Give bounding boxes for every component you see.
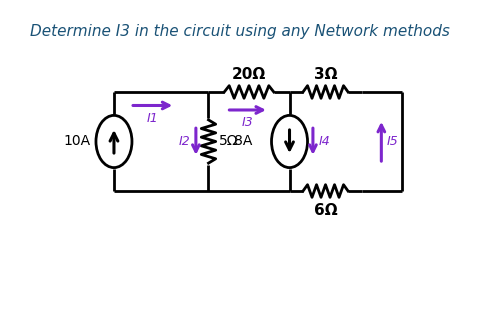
Text: I2: I2	[179, 135, 191, 148]
Text: 8A: 8A	[234, 135, 252, 148]
Text: 6Ω: 6Ω	[314, 203, 337, 218]
Text: 10A: 10A	[63, 135, 91, 148]
Text: I5: I5	[387, 135, 398, 148]
Text: I3: I3	[242, 116, 253, 129]
Text: I4: I4	[318, 135, 330, 148]
Text: 5Ω: 5Ω	[219, 135, 239, 148]
Text: 20Ω: 20Ω	[232, 67, 266, 82]
Text: I1: I1	[147, 112, 158, 125]
Text: 3Ω: 3Ω	[314, 67, 337, 82]
Text: Determine I3 in the circuit using any Network methods: Determine I3 in the circuit using any Ne…	[30, 24, 450, 39]
